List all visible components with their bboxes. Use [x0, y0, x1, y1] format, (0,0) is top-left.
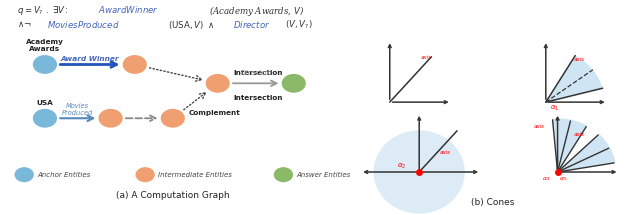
Circle shape [282, 74, 306, 93]
Wedge shape [552, 118, 587, 172]
Circle shape [123, 55, 147, 74]
Text: USA: USA [36, 100, 53, 106]
Text: (Academy Awards, $V$): (Academy Awards, $V$) [209, 4, 304, 18]
Text: Movies
Produced: Movies Produced [62, 103, 93, 116]
Text: Director: Director [241, 70, 271, 76]
Text: $\wedge\neg$: $\wedge\neg$ [17, 19, 32, 29]
Text: (a) A Computation Graph: (a) A Computation Graph [116, 191, 230, 200]
Text: Academy
Awards: Academy Awards [26, 39, 64, 52]
Text: $\alpha_1$: $\alpha_1$ [550, 103, 559, 113]
Wedge shape [557, 134, 616, 172]
Circle shape [33, 55, 57, 74]
Circle shape [33, 109, 57, 128]
Text: $\alpha_4$: $\alpha_4$ [543, 175, 551, 183]
Text: $({\rm USA}, V)\ \wedge\ $: $({\rm USA}, V)\ \wedge\ $ [168, 19, 214, 31]
Circle shape [99, 109, 123, 128]
Circle shape [15, 167, 34, 182]
Text: $\alpha_2$: $\alpha_2$ [397, 161, 406, 171]
Text: Complement: Complement [188, 111, 240, 116]
Text: Intersection: Intersection [234, 70, 283, 76]
Text: $q = V_?\ .\ \exists V\!:\ $: $q = V_?\ .\ \exists V\!:\ $ [17, 4, 68, 17]
Wedge shape [546, 55, 603, 102]
Text: axis: axis [574, 57, 585, 62]
Text: Intersection: Intersection [234, 95, 283, 101]
Circle shape [136, 167, 155, 182]
Text: (b) Cones: (b) Cones [471, 198, 515, 207]
Text: $(V, V_?)$: $(V, V_?)$ [285, 19, 313, 31]
Text: axis: axis [440, 149, 451, 155]
Text: axis: axis [534, 124, 545, 129]
Text: Anchor Entities: Anchor Entities [37, 172, 91, 178]
Circle shape [274, 167, 293, 182]
Text: axis: axis [420, 55, 431, 60]
Text: axis: axis [574, 132, 585, 137]
Text: $\mathit{Director}$: $\mathit{Director}$ [234, 19, 271, 30]
Circle shape [205, 74, 230, 93]
Text: Intermediate Entities: Intermediate Entities [158, 172, 232, 178]
Text: Answer Entities: Answer Entities [296, 172, 351, 178]
Circle shape [161, 109, 185, 128]
Text: Award Winner: Award Winner [61, 56, 119, 62]
Circle shape [374, 130, 465, 214]
Text: $\mathit{AwardWinner}$: $\mathit{AwardWinner}$ [99, 4, 159, 15]
Text: $\alpha_5$: $\alpha_5$ [559, 175, 568, 183]
Text: $\mathit{MoviesProduced}$: $\mathit{MoviesProduced}$ [47, 19, 119, 30]
